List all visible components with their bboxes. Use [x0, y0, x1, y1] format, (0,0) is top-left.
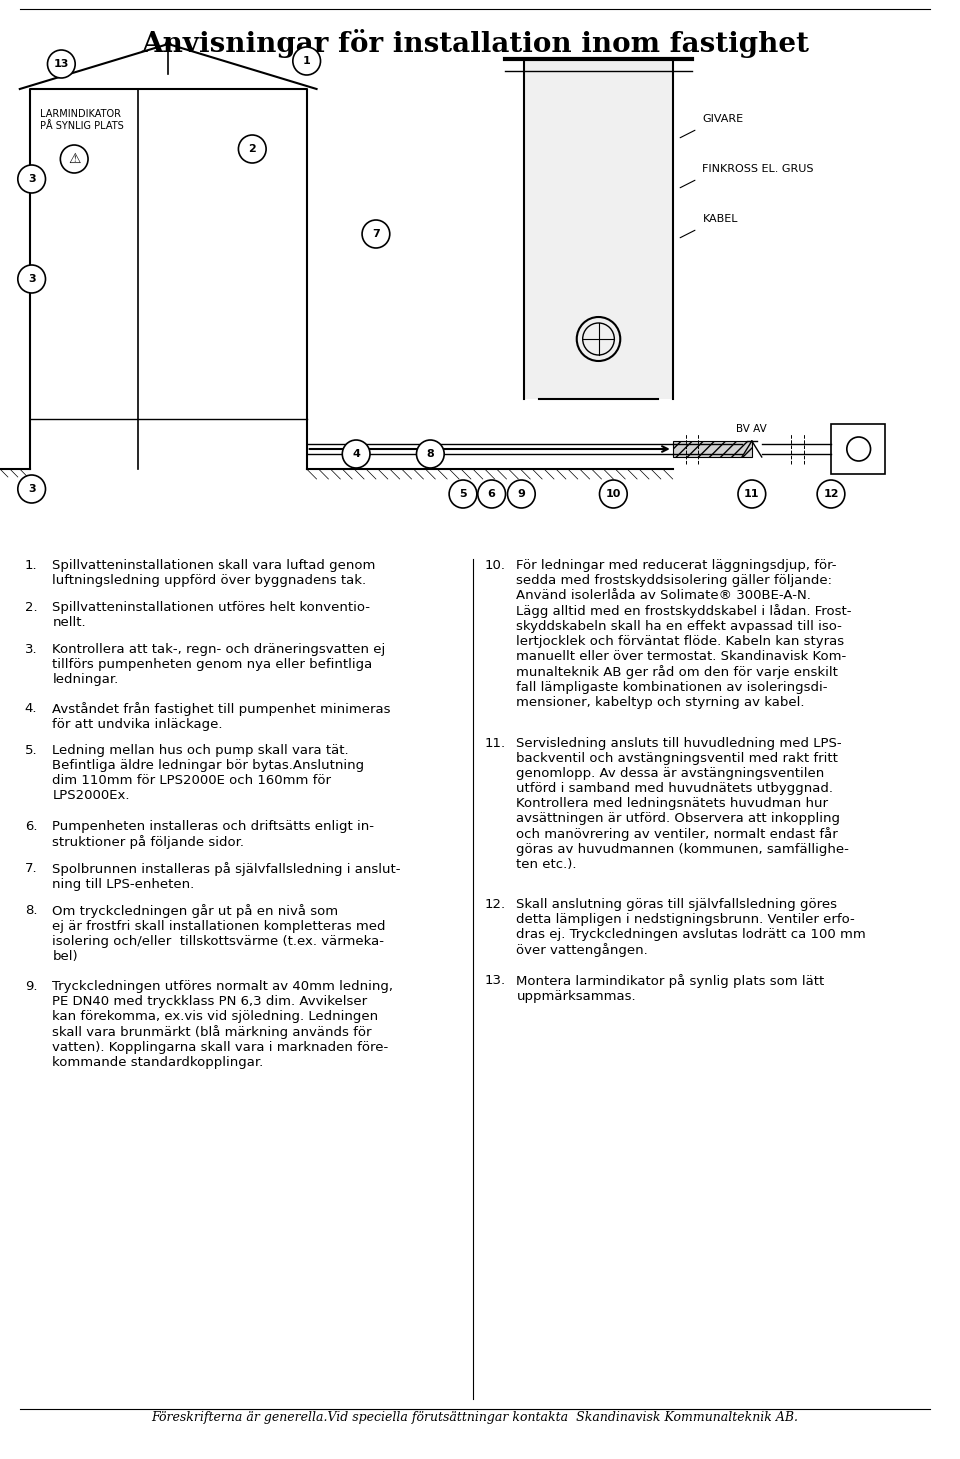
Text: Spillvatteninstallationen utföres helt konventio-
nellt.: Spillvatteninstallationen utföres helt k…: [53, 601, 371, 629]
Text: LARMINDIKATOR
PÅ SYNLIG PLATS: LARMINDIKATOR PÅ SYNLIG PLATS: [39, 109, 123, 131]
Text: 12.: 12.: [485, 897, 506, 910]
Circle shape: [47, 50, 75, 77]
Circle shape: [417, 441, 444, 468]
Circle shape: [478, 480, 506, 508]
Text: Ledning mellan hus och pump skall vara tät.
Befintliga äldre ledningar bör bytas: Ledning mellan hus och pump skall vara t…: [53, 744, 365, 802]
Text: 3: 3: [28, 174, 36, 184]
Text: 10: 10: [606, 489, 621, 499]
Text: 4: 4: [352, 449, 360, 460]
Circle shape: [449, 480, 477, 508]
Text: 7: 7: [372, 229, 380, 239]
Text: 13: 13: [54, 58, 69, 69]
Text: 6.: 6.: [25, 820, 37, 833]
Text: ⚠: ⚠: [68, 152, 81, 166]
Text: 4.: 4.: [25, 702, 37, 715]
Circle shape: [18, 476, 45, 503]
Text: Anvisningar för installation inom fastighet: Anvisningar för installation inom fastig…: [141, 29, 809, 58]
Circle shape: [738, 480, 766, 508]
Text: 7.: 7.: [25, 862, 37, 875]
Circle shape: [343, 441, 370, 468]
Text: 1.: 1.: [25, 559, 37, 572]
Text: Skall anslutning göras till självfallsledning göres
detta lämpligen i nedstignin: Skall anslutning göras till självfallsle…: [516, 897, 866, 957]
Text: 2.: 2.: [25, 601, 37, 614]
FancyBboxPatch shape: [673, 441, 752, 457]
Text: GIVARE: GIVARE: [703, 114, 743, 124]
Text: 10.: 10.: [485, 559, 506, 572]
Text: Spillvatteninstallationen skall vara luftad genom
luftningsledning uppförd över : Spillvatteninstallationen skall vara luf…: [53, 559, 375, 587]
Text: Montera larmindikator på synlig plats som lätt
uppmärksammas.: Montera larmindikator på synlig plats so…: [516, 975, 825, 1002]
Circle shape: [599, 480, 627, 508]
Text: Föreskrifterna är generella.Vid speciella förutsättningar kontakta  Skandinavisk: Föreskrifterna är generella.Vid speciell…: [152, 1411, 799, 1424]
Text: 9.: 9.: [25, 980, 37, 994]
Text: Kontrollera att tak-, regn- och dräneringsvatten ej
tillförs pumpenheten genom n: Kontrollera att tak-, regn- och dränerin…: [53, 643, 386, 686]
Text: KABEL: KABEL: [703, 214, 738, 225]
Text: 5: 5: [459, 489, 467, 499]
Text: 3: 3: [28, 484, 36, 495]
FancyBboxPatch shape: [524, 58, 673, 398]
Text: FINKROSS EL. GRUS: FINKROSS EL. GRUS: [703, 163, 814, 174]
Text: 6: 6: [488, 489, 495, 499]
Text: 12: 12: [824, 489, 839, 499]
Text: 1: 1: [302, 55, 310, 66]
Circle shape: [293, 47, 321, 74]
Text: 5.: 5.: [25, 744, 37, 757]
Text: BV AV: BV AV: [736, 425, 767, 433]
FancyBboxPatch shape: [831, 425, 885, 474]
Text: 3: 3: [28, 274, 36, 285]
Text: Tryckcledningen utföres normalt av 40mm ledning,
PE DN40 med tryckklass PN 6,3 d: Tryckcledningen utföres normalt av 40mm …: [53, 980, 394, 1069]
Text: Pumpenheten installeras och driftsätts enligt in-
struktioner på följande sidor.: Pumpenheten installeras och driftsätts e…: [53, 820, 374, 849]
Text: 2: 2: [249, 144, 256, 155]
Text: 3.: 3.: [25, 643, 37, 657]
Text: 9: 9: [517, 489, 525, 499]
Text: För ledningar med reducerat läggningsdjup, för-
sedda med frostskyddsisolering g: För ledningar med reducerat läggningsdju…: [516, 559, 852, 709]
Circle shape: [18, 165, 45, 193]
Text: 8: 8: [426, 449, 434, 460]
Text: Avståndet från fastighet till pumpenhet minimeras
för att undvika inläckage.: Avståndet från fastighet till pumpenhet …: [53, 702, 391, 731]
Circle shape: [362, 220, 390, 248]
Text: Om tryckcledningen går ut på en nivå som
ej är frostfri skall installationen kom: Om tryckcledningen går ut på en nivå som…: [53, 905, 386, 963]
Text: Servisledning ansluts till huvudledning med LPS-
backventil och avstängningsvent: Servisledning ansluts till huvudledning …: [516, 737, 850, 871]
Text: 13.: 13.: [485, 975, 506, 986]
Circle shape: [508, 480, 535, 508]
Circle shape: [238, 136, 266, 163]
Text: Spolbrunnen installeras på självfallsledning i anslut-
ning till LPS-enheten.: Spolbrunnen installeras på självfallsled…: [53, 862, 401, 891]
Text: 11.: 11.: [485, 737, 506, 750]
Circle shape: [18, 266, 45, 293]
Text: 11: 11: [744, 489, 759, 499]
Circle shape: [817, 480, 845, 508]
Text: 8.: 8.: [25, 905, 37, 918]
